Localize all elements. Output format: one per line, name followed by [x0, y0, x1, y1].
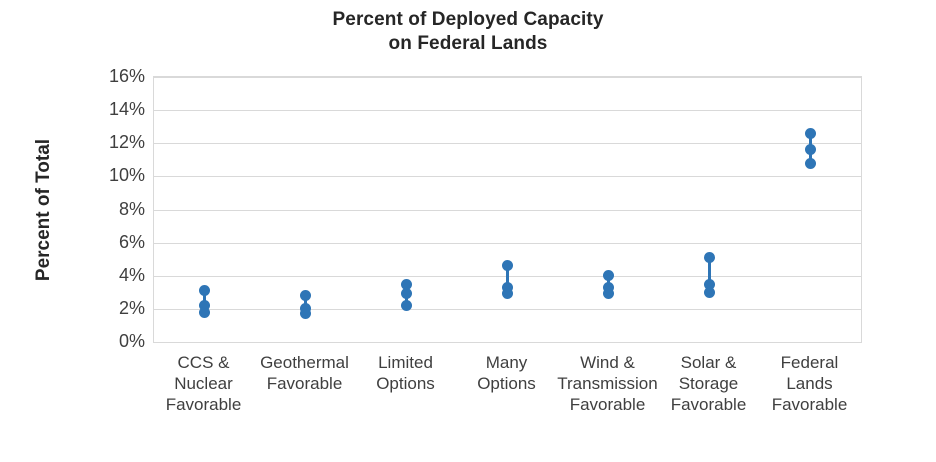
- data-point-marker[interactable]: [300, 290, 311, 302]
- x-axis-tick-label-line: Federal: [780, 353, 839, 372]
- data-point-marker[interactable]: [704, 252, 715, 264]
- y-axis-tick-label: 12%: [108, 132, 145, 153]
- x-axis-tick-label-line: Geothermal: [260, 353, 349, 372]
- x-axis-tick-label-line: Nuclear: [174, 374, 233, 393]
- data-point-marker[interactable]: [603, 288, 614, 300]
- x-axis-tick-label: Geothermal Favorable: [254, 352, 355, 394]
- y-axis-tick-label: 4%: [118, 264, 145, 285]
- chart-title: Percent of Deployed Capacity on Federal …: [0, 8, 936, 56]
- connector-line: [506, 265, 509, 294]
- x-axis-tick-label-line: Favorable: [771, 395, 848, 414]
- y-axis-tick-label: 10%: [108, 165, 145, 186]
- data-point-marker[interactable]: [603, 270, 614, 282]
- data-point-marker[interactable]: [502, 260, 513, 272]
- y-axis-tick-label: 14%: [108, 99, 145, 120]
- x-axis-tick-label-line: Storage: [678, 374, 739, 393]
- chart-title-line-2: on Federal Lands: [388, 33, 548, 54]
- x-axis-tick-label-line: Transmission: [557, 374, 658, 393]
- data-point-marker[interactable]: [805, 144, 816, 156]
- x-axis-tick-label: Many Options: [456, 352, 557, 394]
- gridline: [154, 342, 861, 343]
- connector-line: [708, 257, 711, 293]
- y-axis-tick-label: 0%: [118, 331, 145, 351]
- y-axis-tick-label: 16%: [108, 66, 145, 86]
- data-point-marker[interactable]: [199, 285, 210, 297]
- data-point-marker[interactable]: [199, 300, 210, 312]
- gridline: [154, 242, 861, 244]
- data-point-marker[interactable]: [502, 281, 513, 293]
- x-axis-tick-label: Federal Lands Favorable: [759, 352, 860, 415]
- x-axis-tick-label: Limited Options: [355, 352, 456, 394]
- data-point-marker[interactable]: [401, 278, 412, 290]
- data-point-marker[interactable]: [300, 308, 311, 320]
- gridline: [154, 143, 861, 145]
- data-point-marker[interactable]: [805, 157, 816, 169]
- x-axis-tick-label-line: Wind &: [580, 353, 635, 372]
- x-axis-tick-label-line: Favorable: [670, 395, 747, 414]
- y-axis-tick-label: 6%: [118, 231, 145, 252]
- y-axis-title: Percent of Total: [33, 138, 54, 282]
- data-point-marker[interactable]: [704, 278, 715, 290]
- data-point-marker[interactable]: [199, 306, 210, 318]
- gridline: [154, 209, 861, 211]
- data-point-marker[interactable]: [603, 281, 614, 293]
- data-point-marker[interactable]: [704, 286, 715, 298]
- gridline: [154, 110, 861, 112]
- x-axis-tick-label-line: Favorable: [165, 395, 242, 414]
- data-point-marker[interactable]: [401, 300, 412, 312]
- x-axis-tick-label-line: Favorable: [569, 395, 646, 414]
- data-point-marker[interactable]: [502, 288, 513, 300]
- x-axis-tick-label: Wind & Transmission Favorable: [557, 352, 658, 415]
- x-axis-tick-label-line: Favorable: [266, 374, 343, 393]
- x-axis-tick-label-line: Options: [477, 374, 536, 393]
- y-axis-tick-labels: 0% 2% 4% 6% 8% 10% 12% 14% 16%: [83, 67, 145, 350]
- gridline: [154, 308, 861, 310]
- x-axis-tick-label-line: Options: [376, 374, 435, 393]
- y-axis-tick-label: 2%: [118, 297, 145, 318]
- data-point-marker[interactable]: [805, 127, 816, 139]
- x-axis-tick-label-line: Limited: [378, 353, 433, 372]
- x-axis-tick-label-line: Solar &: [680, 353, 737, 372]
- y-axis-tick-label: 8%: [118, 198, 145, 219]
- gridline: [154, 77, 861, 78]
- x-axis-tick-label-line: Lands: [786, 374, 833, 393]
- gridline: [154, 176, 861, 178]
- chart-title-line-1: Percent of Deployed Capacity: [332, 9, 604, 30]
- data-point-marker[interactable]: [401, 288, 412, 300]
- x-axis-tick-label: CCS & Nuclear Favorable: [153, 352, 254, 415]
- x-axis-tick-label-line: Many: [485, 353, 528, 372]
- x-axis-tick-label: Solar & Storage Favorable: [658, 352, 759, 415]
- plot-area: [153, 76, 862, 343]
- x-axis-tick-labels: CCS & Nuclear Favorable Geothermal Favorable…: [153, 352, 862, 422]
- x-axis-tick-label-line: CCS &: [177, 353, 230, 372]
